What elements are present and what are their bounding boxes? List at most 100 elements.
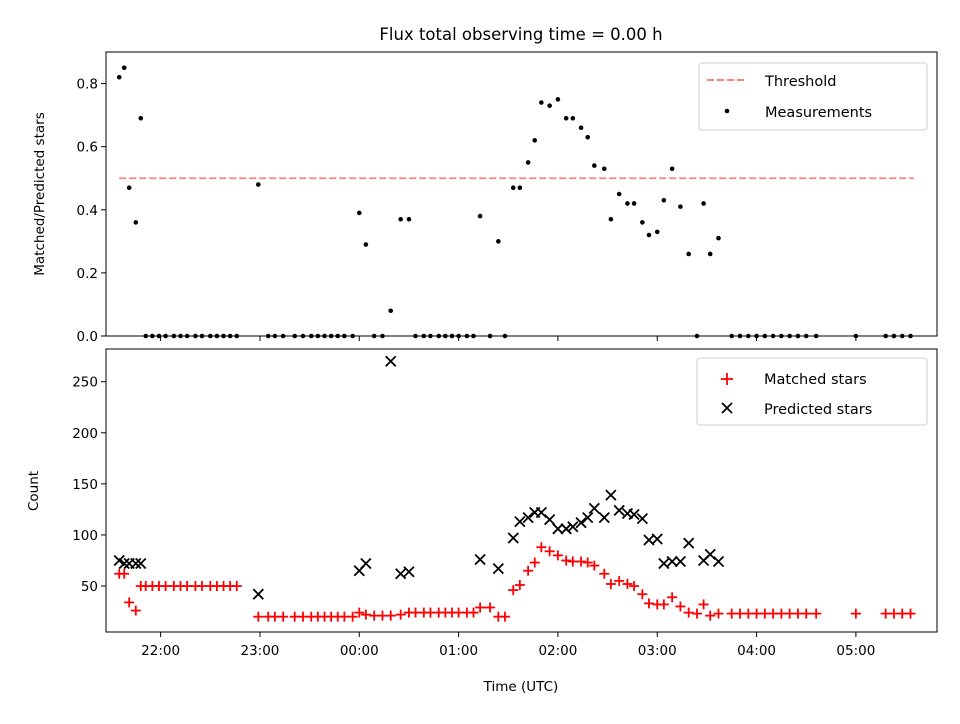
matched-star-point [385, 610, 396, 621]
count-xtick-label: 04:00 [737, 643, 776, 659]
matched-star-point [643, 598, 654, 609]
matched-star-point [485, 602, 496, 613]
measurement-point [525, 160, 531, 165]
matched-star-point [850, 608, 861, 619]
matched-star-point [253, 611, 264, 622]
matched-star-point [231, 581, 242, 592]
matched-star-point [582, 557, 593, 568]
matched-star-point [713, 608, 724, 619]
measurement-point [356, 210, 362, 216]
predicted-star-point [605, 489, 617, 501]
measurement-point [547, 103, 552, 108]
count-plot-xlabel: Time (UTC) [483, 679, 559, 695]
ratio-ytick-label: 0.0 [77, 329, 98, 345]
predicted-star-point [544, 513, 556, 526]
predicted-star-point [492, 563, 504, 575]
measurement-point [661, 198, 667, 203]
matched-star-point [130, 605, 141, 616]
measurement-point [608, 216, 614, 222]
count-ytick-label: 50 [81, 579, 98, 595]
measurement-point [532, 138, 538, 143]
predicted-star-point [636, 512, 648, 525]
measurement-point [398, 216, 403, 222]
predicted-star-point [403, 566, 415, 578]
matched-star-point [544, 546, 555, 557]
matched-star-point [354, 607, 365, 618]
measurement-point [631, 201, 637, 206]
count-xtick-label: 05:00 [836, 643, 875, 659]
count-plot-ylabel: Count [26, 471, 42, 511]
matched-star-point [905, 608, 916, 619]
ratio-ytick-label: 0.4 [77, 203, 98, 219]
measurements-legend-label: Measurements [765, 105, 872, 121]
measurement-point [570, 115, 576, 121]
ratio-plot-ylabel: Matched/Predicted stars [32, 112, 48, 275]
count-ytick-label: 100 [72, 528, 98, 544]
matched-star-point [468, 607, 479, 618]
predicted-star-point [130, 557, 142, 570]
matched-legend-label: Matched stars [764, 372, 867, 388]
measurement-point [616, 191, 622, 197]
measurement-point [716, 235, 721, 241]
count-xtick-label: 02:00 [538, 643, 577, 659]
predicted-star-point [628, 508, 640, 521]
measurement-point [654, 229, 660, 235]
ratio-plot-frame [105, 51, 938, 337]
measurement-point [138, 115, 144, 121]
predicted-star-point [674, 555, 687, 568]
count-xtick-label: 23:00 [240, 643, 279, 659]
count-ytick-label: 250 [72, 375, 98, 391]
matched-star-point [605, 578, 616, 589]
measurement-point [126, 185, 132, 190]
predicted-star-point [598, 511, 610, 524]
measurements-legend-dot [724, 108, 730, 114]
matched-star-point [801, 608, 812, 619]
predicted-star-point [567, 521, 579, 533]
matched-star-point [675, 601, 686, 612]
matched-star-point [499, 611, 510, 622]
measurement-point [669, 166, 675, 172]
predicted-star-point [575, 517, 587, 529]
matched-star-point [658, 599, 669, 610]
predicted-star-point [395, 568, 407, 580]
predicted-star-point [118, 557, 130, 570]
matched-star-point [576, 556, 587, 567]
matched-star-point [523, 565, 534, 576]
predicted-star-point [560, 523, 572, 535]
predicted-star-point [385, 355, 397, 367]
measurement-point [640, 220, 645, 225]
measurement-point [539, 100, 544, 105]
predicted-star-point [613, 504, 625, 517]
matched-star-point [529, 557, 540, 568]
measurement-point [363, 242, 369, 247]
count-xtick-label: 03:00 [638, 643, 677, 659]
measurement-point [255, 182, 261, 187]
matched-star-point [536, 542, 547, 553]
matched-star-point [599, 568, 610, 579]
matched-star-point [698, 599, 709, 610]
matched-star-point [589, 560, 600, 571]
count-plot: 50 100 150 200 250 22:00 23:00 00:00 01:00 02:00… [26, 348, 938, 695]
figure-title: Flux total observing time = 0.00 h [379, 25, 662, 44]
measurement-point [121, 65, 127, 71]
count-ytick-label: 200 [72, 426, 98, 442]
predicted-star-point [474, 553, 486, 566]
matched-star-point [614, 575, 625, 586]
predicted-star-point [360, 557, 372, 570]
predicted-star-point [507, 532, 519, 544]
matched-star-point [347, 611, 358, 622]
measurement-point [517, 185, 523, 190]
matched-star-point [278, 611, 289, 622]
ratio-plot-legend: Threshold Measurements [698, 62, 928, 131]
ratio-ytick-label: 0.8 [77, 77, 98, 93]
measurement-point [116, 74, 122, 80]
matched-star-point [475, 602, 486, 613]
predicted-star-point [552, 523, 564, 535]
measurement-point [563, 115, 569, 121]
predicted-star-point [666, 555, 678, 568]
predicted-star-point [522, 511, 534, 524]
matched-star-point [622, 578, 633, 589]
matched-star-point [124, 597, 135, 608]
ratio-ytick-label: 0.2 [77, 266, 98, 282]
matched-legend-marker [721, 373, 733, 385]
